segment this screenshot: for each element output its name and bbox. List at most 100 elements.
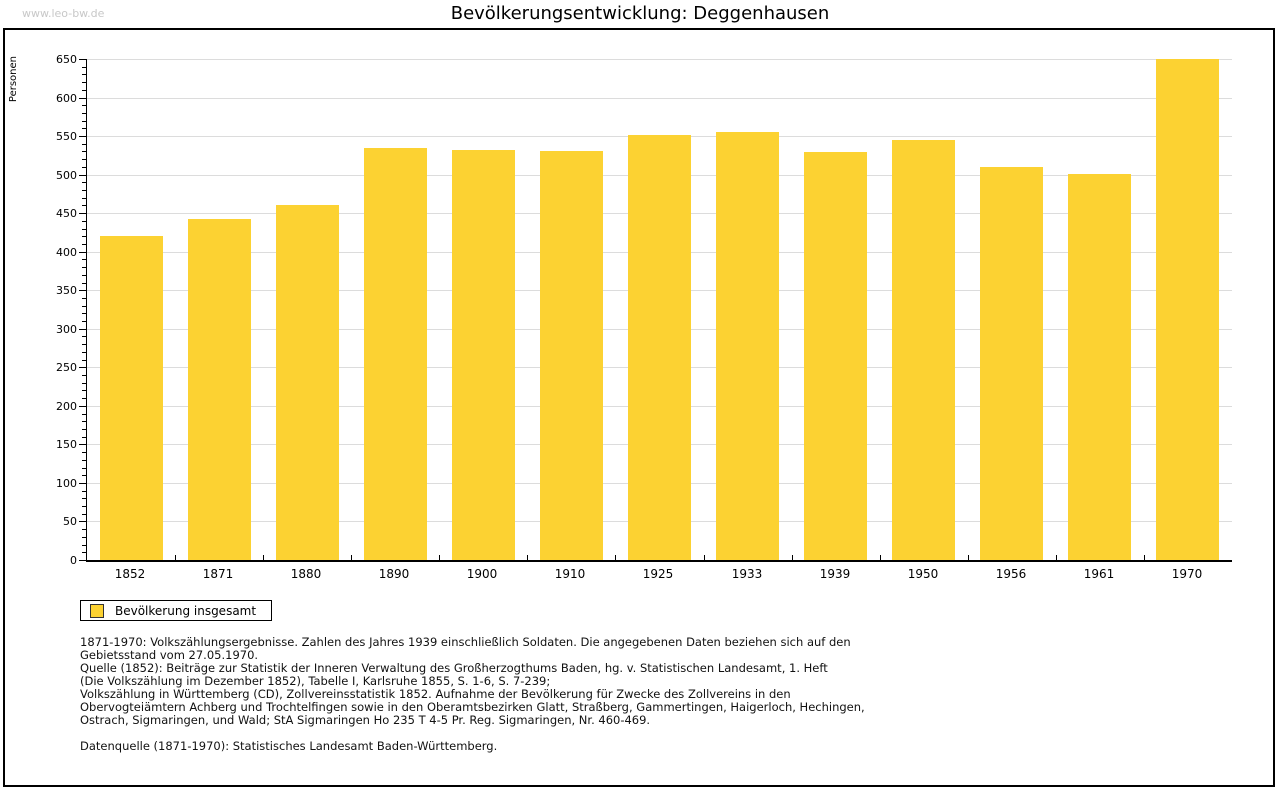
chart-frame: Personen 0 50 100 150 200 250 300 350 400 450 500 5… [3,28,1275,787]
bar-1871 [188,219,251,560]
x-tick-label: 1900 [466,567,498,581]
y-minor-tick [82,229,86,230]
y-minor-tick [82,144,86,145]
y-major-tick [79,98,86,99]
y-major-tick [79,136,86,137]
x-axis-tick [615,555,616,560]
y-major-tick [79,213,86,214]
y-minor-tick [82,67,86,68]
y-minor-tick [82,352,86,353]
y-minor-tick [82,236,86,237]
y-minor-tick [82,105,86,106]
bar-1961 [1068,174,1131,560]
bar-1956 [980,167,1043,560]
bar-1890 [364,148,427,560]
y-tick-label: 150 [56,438,77,451]
y-minor-tick [82,121,86,122]
legend-swatch-icon [90,603,104,618]
footer-line: Ostrach, Sigmaringen, und Wald; StA Sigm… [80,713,651,727]
y-minor-tick [82,344,86,345]
chart-title: Bevölkerungsentwicklung: Deggenhausen [450,3,830,24]
y-tick-label: 200 [56,400,77,413]
bar-1900 [452,150,515,560]
y-minor-tick [82,552,86,553]
y-minor-tick [82,421,86,422]
x-tick-label: 1970 [1171,567,1203,581]
y-minor-tick [82,375,86,376]
y-minor-tick [82,429,86,430]
x-axis-tick [792,555,793,560]
x-tick-label: 1890 [378,567,410,581]
y-minor-tick [82,452,86,453]
y-minor-tick [82,244,86,245]
y-tick-label: 0 [70,554,77,567]
y-tick-label: 50 [63,515,77,528]
x-axis-tick [1056,555,1057,560]
bar-1933 [716,132,779,560]
x-tick-label: 1956 [995,567,1027,581]
y-minor-tick [82,383,86,384]
legend-box: Bevölkerung insgesamt [80,600,273,621]
y-minor-tick [82,267,86,268]
footer-line: (Die Volkszählung im Dezember 1852), Tab… [80,674,551,688]
y-minor-tick [82,159,86,160]
y-minor-tick [82,298,86,299]
plot-area [86,59,1232,562]
y-minor-tick [82,205,86,206]
y-major-tick [79,290,86,291]
y-minor-tick [82,545,86,546]
y-minor-tick [82,390,86,391]
y-minor-tick [82,113,86,114]
x-axis-tick [439,555,440,560]
x-axis-tick [351,555,352,560]
y-minor-tick [82,398,86,399]
y-major-tick [79,560,86,561]
y-tick-label: 100 [56,477,77,490]
y-tick-label: 550 [56,130,77,143]
footer-line: Quelle (1852): Beiträge zur Statistik de… [80,661,828,675]
bar-1939 [804,152,867,560]
x-tick-label: 1933 [731,567,763,581]
y-tick-label: 500 [56,169,77,182]
y-minor-tick [82,128,86,129]
x-axis-tick [1144,555,1145,560]
footer-line: Volkszählung in Württemberg (CD), Zollve… [80,687,791,701]
y-minor-tick [82,313,86,314]
y-minor-tick [82,475,86,476]
y-major-tick [79,59,86,60]
legend-label: Bevölkerung insgesamt [115,603,257,618]
y-minor-tick [82,468,86,469]
footer-line: Obervogteiämtern Achberg und Trochtelfin… [80,700,865,714]
y-minor-tick [82,321,86,322]
x-axis-tick [880,555,881,560]
y-tick-label: 250 [56,361,77,374]
y-minor-tick [82,336,86,337]
x-tick-label: 1910 [554,567,586,581]
footer-lines: 1871-1970: Volkszählungsergebnisse. Zahl… [80,636,865,727]
site-watermark: www.leo-bw.de [22,7,105,20]
y-minor-tick [82,437,86,438]
y-major-tick [79,252,86,253]
y-minor-tick [82,275,86,276]
x-tick-label: 1961 [1083,567,1115,581]
y-minor-tick [82,167,86,168]
y-major-tick [79,444,86,445]
y-major-tick [79,483,86,484]
bar-1880 [276,205,339,560]
y-minor-tick [82,491,86,492]
y-minor-tick [82,259,86,260]
y-minor-tick [82,283,86,284]
y-axis-ticks [79,59,86,561]
y-tick-label: 400 [56,246,77,259]
y-minor-tick [82,198,86,199]
y-major-tick [79,329,86,330]
y-minor-tick [82,82,86,83]
bar-1925 [628,135,691,560]
y-minor-tick [82,514,86,515]
x-tick-label: 1925 [642,567,674,581]
y-minor-tick [82,498,86,499]
y-minor-tick [82,90,86,91]
y-minor-tick [82,506,86,507]
y-minor-tick [82,537,86,538]
